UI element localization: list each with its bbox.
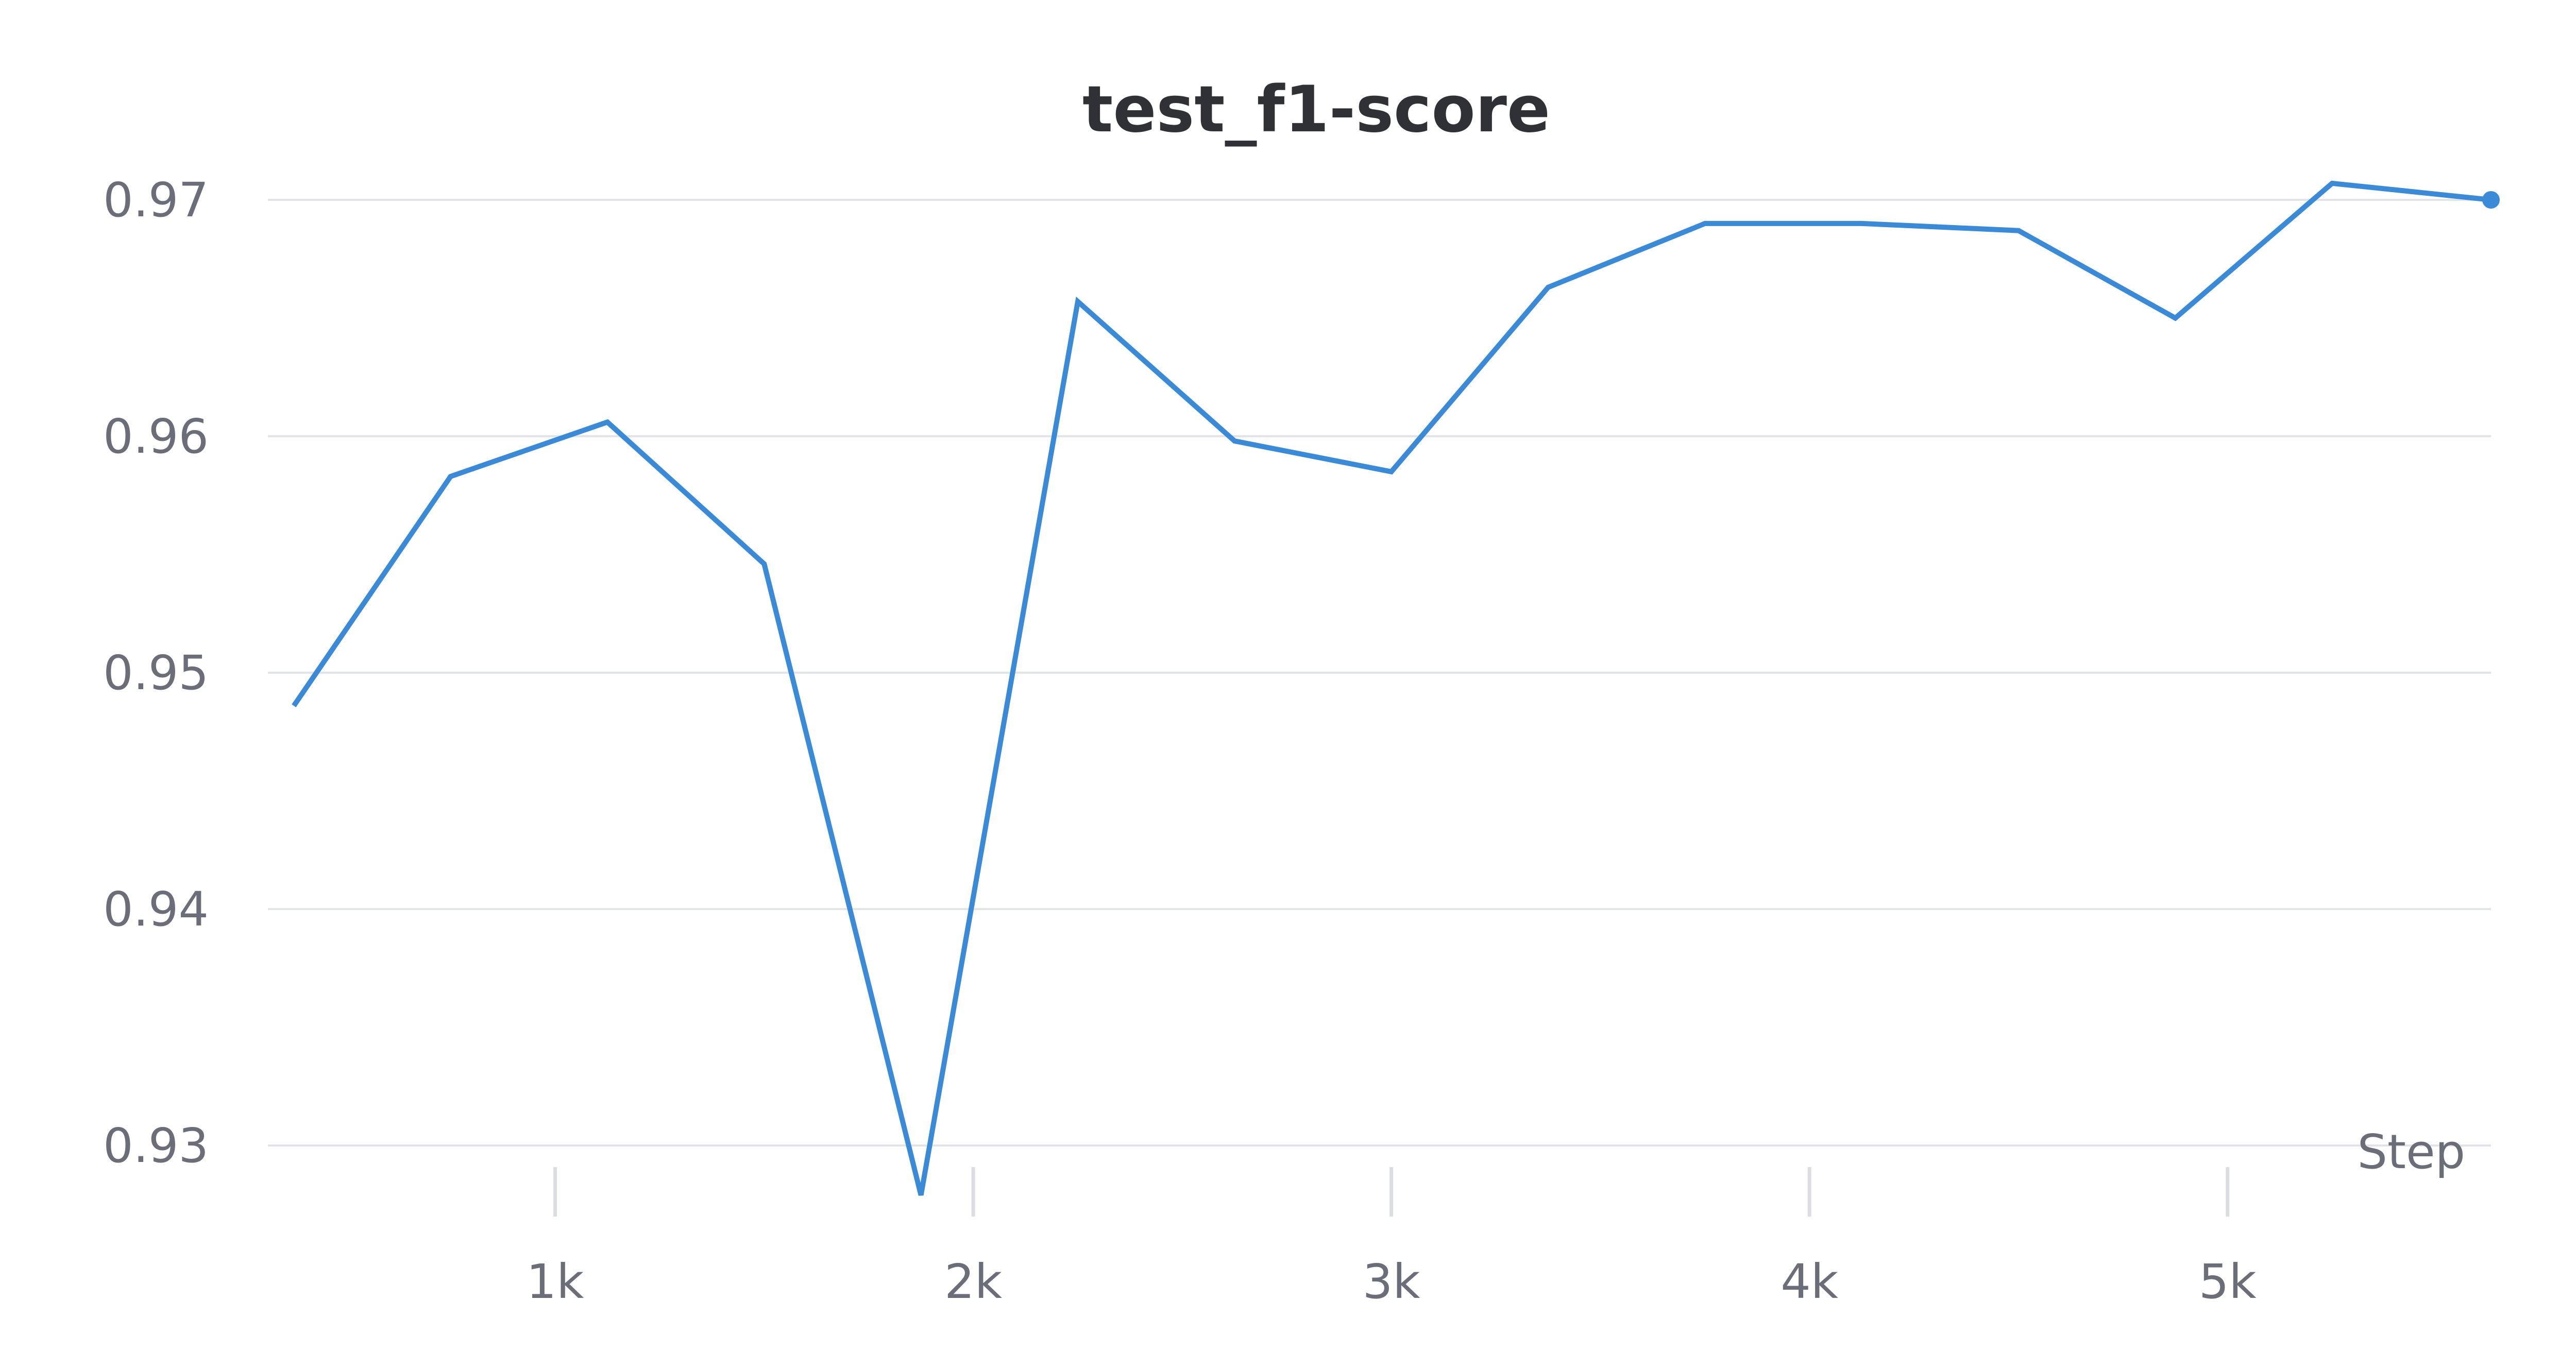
y-tick-label: 0.97 bbox=[103, 173, 209, 228]
x-tick-label: 5k bbox=[2199, 1254, 2257, 1309]
x-tick-label: 1k bbox=[527, 1254, 585, 1309]
series-lines bbox=[292, 180, 2500, 1196]
x-tick-label: 3k bbox=[1363, 1254, 1421, 1309]
gridlines bbox=[268, 199, 2491, 1147]
y-tick-label: 0.93 bbox=[103, 1118, 209, 1173]
x-tick-label: 4k bbox=[1781, 1254, 1839, 1309]
y-tick-label: 0.94 bbox=[103, 882, 209, 937]
series-line bbox=[292, 180, 2492, 1196]
x-axis-ticks: 1k 2k 3k 4k 5k bbox=[527, 1167, 2257, 1309]
x-axis-label: Step bbox=[2358, 1124, 2465, 1179]
y-tick-label: 0.96 bbox=[103, 409, 209, 464]
y-tick-label: 0.95 bbox=[103, 645, 209, 700]
x-tick-label: 2k bbox=[944, 1254, 1003, 1309]
series-end-point bbox=[2482, 191, 2500, 209]
chart-title: test_f1-score bbox=[1082, 73, 1550, 147]
y-axis-tick-labels: 0.93 0.94 0.95 0.96 0.97 bbox=[103, 173, 209, 1173]
